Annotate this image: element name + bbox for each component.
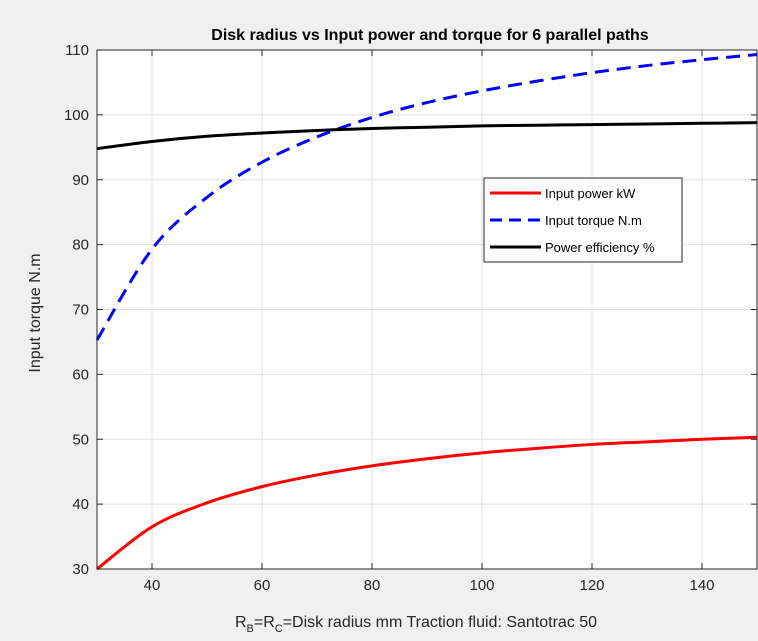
series-line-input-power bbox=[96, 435, 758, 571]
y-tick-label-30: 30 bbox=[72, 561, 89, 578]
y-tick-label-110: 110 bbox=[65, 42, 89, 59]
y-tick-label-90: 90 bbox=[72, 172, 89, 189]
y-tick-label-100: 100 bbox=[64, 107, 89, 124]
x-tick-label-80: 80 bbox=[364, 577, 381, 594]
legend-label-efficiency: Power efficiency % bbox=[545, 240, 655, 255]
series-line-power-efficiency bbox=[96, 121, 758, 151]
x-label-sub-c: C bbox=[275, 623, 283, 635]
y-tick-label-60: 60 bbox=[72, 366, 89, 383]
series-group bbox=[95, 53, 758, 571]
x-tick-label-120: 120 bbox=[579, 577, 604, 594]
tick-labels: 40 60 80 100 120 140 30 40 50 60 70 80 90 100 110 bbox=[64, 42, 715, 594]
legend: Input power kW Input torque N.m Power ef… bbox=[483, 177, 683, 263]
tick-marks bbox=[97, 49, 757, 570]
y-tick-label-50: 50 bbox=[72, 431, 89, 448]
x-tick-label-60: 60 bbox=[254, 577, 271, 594]
x-tick-label-140: 140 bbox=[689, 577, 714, 594]
x-label-rest: =Disk radius mm Traction fluid: Santotra… bbox=[283, 614, 597, 631]
x-label-r: R bbox=[235, 614, 247, 631]
y-tick-label-40: 40 bbox=[72, 496, 89, 513]
x-tick-label-40: 40 bbox=[144, 577, 161, 594]
legend-label-power: Input power kW bbox=[545, 186, 636, 201]
x-label-eq: =R bbox=[254, 614, 275, 631]
x-label-sub-b: B bbox=[247, 623, 254, 635]
y-tick-label-80: 80 bbox=[72, 237, 89, 254]
legend-label-torque: Input torque N.m bbox=[545, 213, 642, 228]
y-axis-label: Input torque N.m bbox=[27, 253, 44, 372]
series-line-input-torque bbox=[95, 53, 758, 341]
chart-title: Disk radius vs Input power and torque fo… bbox=[211, 27, 649, 44]
x-tick-label-100: 100 bbox=[469, 577, 494, 594]
x-axis-label: RB=RC=Disk radius mm Traction fluid: San… bbox=[235, 614, 597, 635]
y-tick-label-70: 70 bbox=[72, 302, 89, 319]
